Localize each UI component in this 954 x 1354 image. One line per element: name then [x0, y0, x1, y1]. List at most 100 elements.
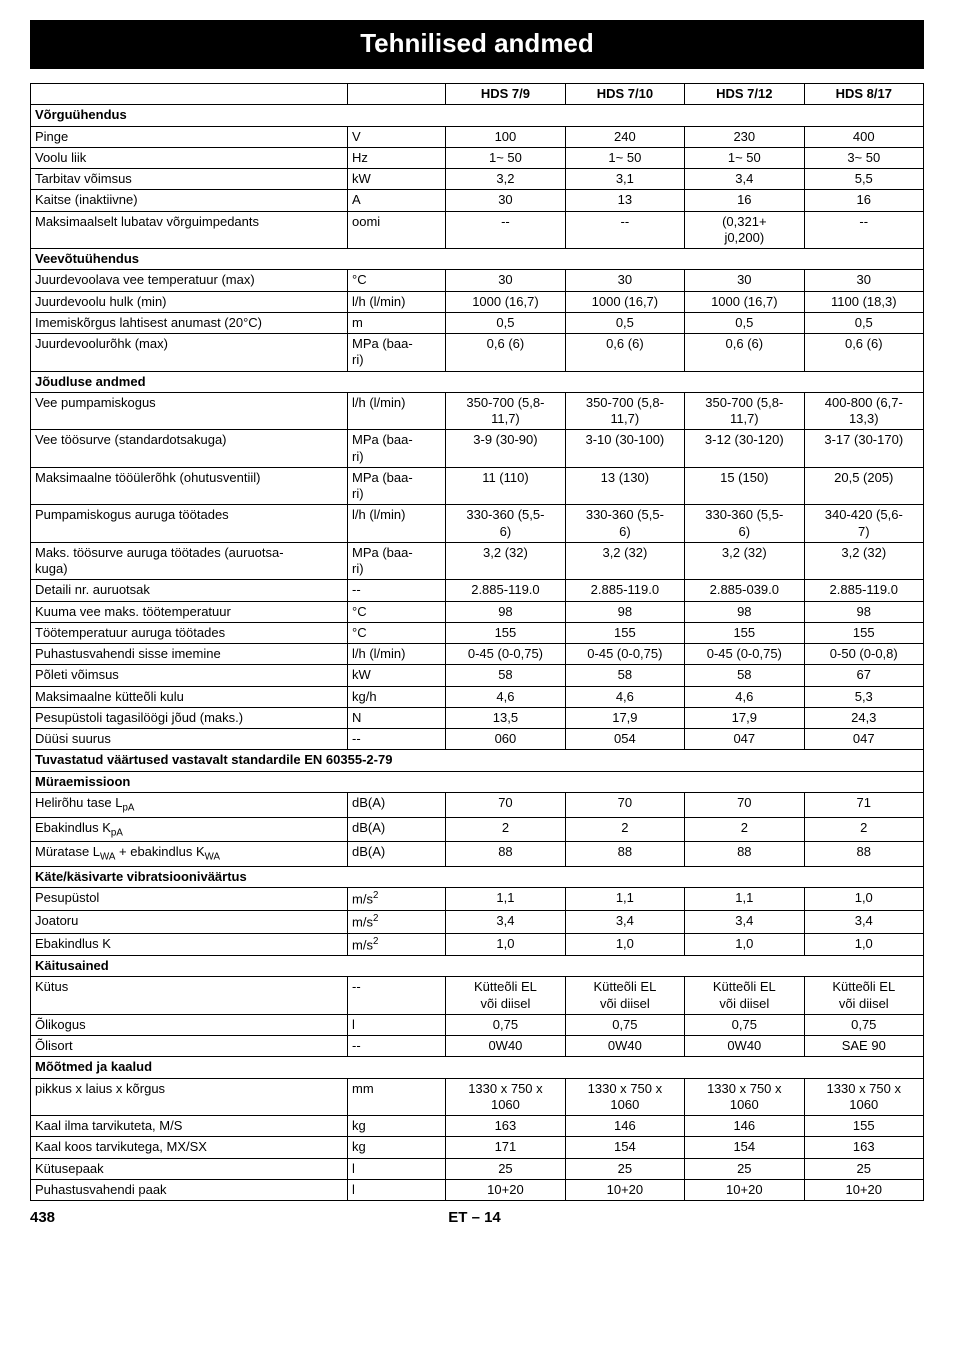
row-value: 30 [685, 270, 804, 291]
row-unit: kg [348, 1137, 446, 1158]
row-value: 0W40 [565, 1036, 684, 1057]
row-value: 3-12 (30-120) [685, 430, 804, 468]
section-row: Müraemissioon [31, 771, 924, 792]
row-value: 100 [446, 126, 565, 147]
row-value: 98 [446, 601, 565, 622]
row-value: 2 [685, 817, 804, 842]
row-value: 155 [565, 622, 684, 643]
row-value: 2.885-119.0 [804, 580, 923, 601]
row-value: 3,1 [565, 169, 684, 190]
row-unit: m/s2 [348, 888, 446, 911]
row-value: 146 [565, 1116, 684, 1137]
row-value: 0-45 (0-0,75) [446, 644, 565, 665]
row-unit: l [348, 1179, 446, 1200]
row-value: 2.885-119.0 [446, 580, 565, 601]
page-title: Tehnilised andmed [30, 20, 924, 69]
row-value: 70 [685, 792, 804, 817]
row-value: 0-50 (0-0,8) [804, 644, 923, 665]
row-value: 163 [446, 1116, 565, 1137]
row-value: 25 [804, 1158, 923, 1179]
row-unit: dB(A) [348, 817, 446, 842]
row-value: 0,6 (6) [685, 334, 804, 372]
row-value: 0,6 (6) [565, 334, 684, 372]
section-row: Käitusained [31, 956, 924, 977]
row-value: 171 [446, 1137, 565, 1158]
row-value: 67 [804, 665, 923, 686]
row-label: Detaili nr. auruotsak [31, 580, 348, 601]
section-title: Mõõtmed ja kaalud [31, 1057, 924, 1078]
row-value: 0W40 [685, 1036, 804, 1057]
row-value: 350-700 (5,8-11,7) [446, 392, 565, 430]
header-col: HDS 8/17 [804, 84, 923, 105]
row-unit: oomi [348, 211, 446, 249]
row-value: 30 [446, 190, 565, 211]
row-value: 0,75 [446, 1014, 565, 1035]
row-value: 350-700 (5,8-11,7) [565, 392, 684, 430]
row-label: Vee töösurve (standardotsakuga) [31, 430, 348, 468]
row-value: 20,5 (205) [804, 467, 923, 505]
row-value: 16 [804, 190, 923, 211]
row-value: 1~ 50 [685, 147, 804, 168]
row-value: 1,1 [565, 888, 684, 911]
table-row: Pumpamiskogus auruga töötadesl/h (l/min)… [31, 505, 924, 543]
row-value: 98 [685, 601, 804, 622]
row-value: 88 [446, 842, 565, 867]
table-row: Kütus--Kütteõli ELvõi diiselKütteõli ELv… [31, 977, 924, 1015]
row-value: 30 [804, 270, 923, 291]
row-label: Maks. töösurve auruga töötades (auruotsa… [31, 542, 348, 580]
row-value: 1~ 50 [446, 147, 565, 168]
page-code: ET – 14 [448, 1209, 501, 1226]
row-value: 1,0 [804, 933, 923, 956]
row-label: Pesupüstoli tagasilöögi jõud (maks.) [31, 707, 348, 728]
row-value: 0,5 [565, 312, 684, 333]
row-value: 3,2 [446, 169, 565, 190]
row-value: 155 [446, 622, 565, 643]
section-row: Käte/käsivarte vibratsiooniväärtus [31, 867, 924, 888]
table-row: Ebakindlus KpAdB(A)2222 [31, 817, 924, 842]
row-label: Kütusepaak [31, 1158, 348, 1179]
row-value: 13,5 [446, 707, 565, 728]
row-unit: V [348, 126, 446, 147]
row-label: Kaal koos tarvikutega, MX/SX [31, 1137, 348, 1158]
row-label: Vee pumpamiskogus [31, 392, 348, 430]
row-unit: N [348, 707, 446, 728]
header-col: HDS 7/10 [565, 84, 684, 105]
table-row: Müratase LWA + ebakindlus KWAdB(A)888888… [31, 842, 924, 867]
table-row: Düüsi suurus--060054047047 [31, 729, 924, 750]
row-value: 3-10 (30-100) [565, 430, 684, 468]
section-title: Jõudluse andmed [31, 371, 924, 392]
row-unit: dB(A) [348, 792, 446, 817]
row-value: 70 [565, 792, 684, 817]
row-value: 88 [565, 842, 684, 867]
row-value: 0,5 [446, 312, 565, 333]
row-value: 1330 x 750 x1060 [804, 1078, 923, 1116]
table-row: Kuuma vee maks. töötemperatuur°C98989898 [31, 601, 924, 622]
row-value: 1000 (16,7) [685, 291, 804, 312]
row-label: Voolu liik [31, 147, 348, 168]
row-label: Düüsi suurus [31, 729, 348, 750]
row-label: Kütus [31, 977, 348, 1015]
row-value: 0,5 [804, 312, 923, 333]
row-value: 1,0 [565, 933, 684, 956]
row-value: 047 [804, 729, 923, 750]
table-row: Helirõhu tase LpAdB(A)70707071 [31, 792, 924, 817]
row-label: Puhastusvahendi sisse imemine [31, 644, 348, 665]
row-label: Pumpamiskogus auruga töötades [31, 505, 348, 543]
table-row: Joatorum/s23,43,43,43,4 [31, 910, 924, 933]
row-value: -- [565, 211, 684, 249]
row-value: 30 [565, 270, 684, 291]
row-unit: kW [348, 169, 446, 190]
section-title: Käte/käsivarte vibratsiooniväärtus [31, 867, 924, 888]
row-value: SAE 90 [804, 1036, 923, 1057]
row-unit: l [348, 1158, 446, 1179]
table-row: Pesupüstoli tagasilöögi jõud (maks.)N13,… [31, 707, 924, 728]
row-value: 3,2 (32) [565, 542, 684, 580]
row-label: Põleti võimsus [31, 665, 348, 686]
row-value: 4,6 [565, 686, 684, 707]
row-unit: kg/h [348, 686, 446, 707]
row-value: 15 (150) [685, 467, 804, 505]
row-value: 11 (110) [446, 467, 565, 505]
row-value: 155 [685, 622, 804, 643]
table-header-row: HDS 7/9HDS 7/10HDS 7/12HDS 8/17 [31, 84, 924, 105]
row-value: 2 [446, 817, 565, 842]
